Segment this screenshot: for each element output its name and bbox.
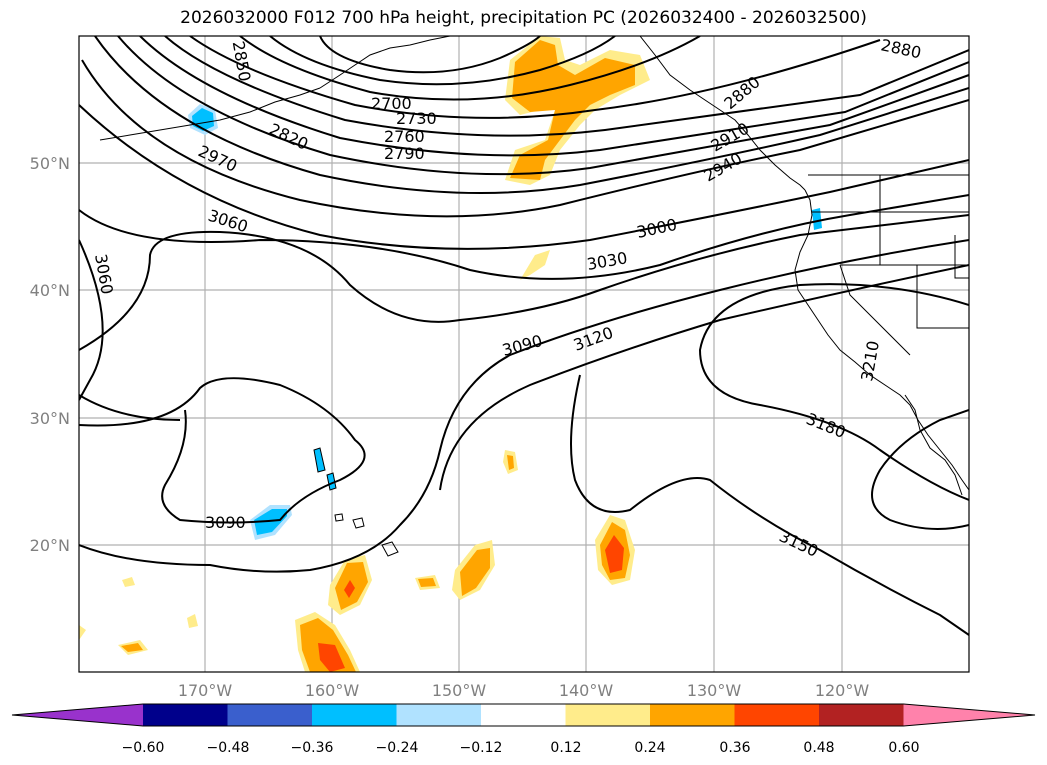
precip-region-small-1: [520, 250, 550, 280]
colorbar-segment: [650, 704, 735, 726]
colorbar-tick: −0.12: [460, 740, 503, 756]
longitude-labels: 170°W 160°W 150°W 140°W 130°W 120°W: [178, 681, 870, 700]
colorbar-ticks: −0.60 −0.48 −0.36 −0.24 −0.12 0.12 0.24 …: [122, 740, 920, 756]
colorbar-tick: 0.24: [634, 740, 665, 756]
coastlines: [99, 36, 969, 557]
colorbar-segment: [565, 704, 651, 726]
colorbar-segment: [312, 704, 397, 726]
colorbar-tick: −0.60: [122, 740, 165, 756]
lat-label: 20°N: [30, 536, 70, 555]
lon-label: 140°W: [559, 681, 614, 700]
colorbar-segment: [396, 704, 482, 726]
colorbar-tick: −0.24: [376, 740, 419, 756]
colorbar-segment: [734, 704, 820, 726]
colorbar-segment: [819, 704, 904, 726]
lon-label: 120°W: [815, 681, 870, 700]
svg-text:3090: 3090: [205, 513, 246, 532]
colorbar-segment: [481, 704, 566, 726]
svg-text:2730: 2730: [396, 109, 437, 128]
map-title: 2026032000 F012 700 hPa height, precipit…: [180, 8, 867, 28]
latitude-labels: 50°N 40°N 30°N 20°N: [30, 154, 70, 555]
lon-label: 160°W: [305, 681, 360, 700]
lon-label: 150°W: [432, 681, 487, 700]
svg-text:2760: 2760: [384, 127, 425, 146]
lon-label: 130°W: [687, 681, 742, 700]
colorbar-segment: [143, 704, 228, 726]
colorbar-tick: 0.36: [719, 740, 750, 756]
colorbar-extend-min: [12, 704, 143, 726]
colorbar-tick: −0.48: [207, 740, 250, 756]
lat-label: 40°N: [30, 281, 70, 300]
map-frame: [78, 35, 970, 673]
colorbar-segment: [227, 704, 313, 726]
lat-label: 50°N: [30, 154, 70, 173]
colorbar-outline: [11, 703, 1036, 727]
colorbar-tick: 0.48: [803, 740, 834, 756]
lat-label: 30°N: [30, 409, 70, 428]
colorbar: [11, 703, 1036, 727]
colorbar-tick: 0.12: [550, 740, 581, 756]
svg-text:2700: 2700: [371, 94, 412, 113]
colorbar-tick: 0.60: [888, 740, 919, 756]
svg-text:2790: 2790: [384, 144, 425, 163]
lon-label: 170°W: [178, 681, 233, 700]
colorbar-tick: −0.36: [291, 740, 334, 756]
height-contours: [79, 36, 969, 636]
colorbar-extend-max: [903, 704, 1035, 726]
